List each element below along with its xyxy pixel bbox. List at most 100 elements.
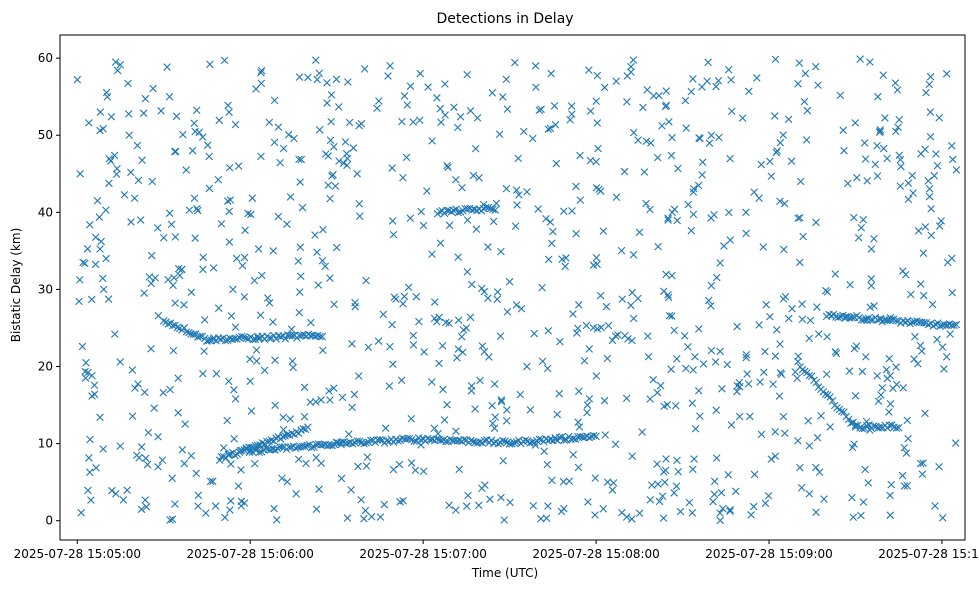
scatter-point <box>513 201 521 209</box>
scatter-point <box>903 482 912 490</box>
scatter-point <box>861 353 870 361</box>
scatter-point <box>878 383 887 392</box>
scatter-point <box>813 433 822 442</box>
scatter-point <box>327 91 336 99</box>
scatter-point <box>727 107 736 116</box>
scatter-point <box>290 134 298 143</box>
track-point <box>159 317 168 325</box>
scatter-point <box>279 144 288 153</box>
scatter-point <box>271 356 279 364</box>
scatter-point <box>168 474 176 483</box>
scatter-point <box>140 289 148 297</box>
scatter-point <box>699 360 708 368</box>
scatter-point <box>886 400 895 408</box>
scatter-point <box>296 178 304 186</box>
scatter-point <box>185 206 194 214</box>
scatter-point <box>611 440 620 449</box>
scatter-point <box>585 66 593 74</box>
scatter-point <box>271 401 279 410</box>
scatter-point <box>514 154 523 163</box>
scatter-point <box>876 125 885 134</box>
scatter-point <box>349 144 358 152</box>
scatter-point <box>116 60 125 69</box>
scatter-point <box>600 83 609 92</box>
scatter-point <box>257 68 265 77</box>
scatter-point <box>925 185 934 193</box>
scatter-point <box>166 516 174 524</box>
scatter-point <box>398 117 406 126</box>
scatter-point <box>891 79 900 87</box>
scatter-point <box>766 157 774 166</box>
scatter-point <box>904 434 912 443</box>
scatter-point <box>705 139 714 147</box>
scatter-point <box>674 164 682 173</box>
scatter-point <box>192 469 201 478</box>
scatter-point <box>544 255 553 264</box>
scatter-point <box>673 216 681 225</box>
scatter-point <box>553 410 562 419</box>
scatter-point <box>97 237 105 246</box>
scatter-point <box>484 294 492 302</box>
scatter-point <box>698 171 706 179</box>
scatter-point <box>784 314 793 323</box>
scatter-point <box>134 380 142 388</box>
scatter-point <box>137 505 146 514</box>
scatter-point <box>512 186 521 195</box>
scatter-point <box>171 233 180 241</box>
scatter-point <box>227 460 235 468</box>
scatter-point <box>537 105 545 114</box>
scatter-point <box>139 109 148 118</box>
scatter-point <box>458 183 466 192</box>
scatter-point <box>716 347 724 356</box>
scatter-point <box>96 108 105 116</box>
scatter-point <box>767 172 776 181</box>
scatter-point <box>879 144 888 153</box>
scatter-point <box>866 303 874 311</box>
x-tick-label: 2025-07-28 15:10:00 <box>878 547 979 561</box>
scatter-point <box>318 256 327 265</box>
scatter-point <box>497 247 505 256</box>
x-tick-label: 2025-07-28 15:09:00 <box>705 547 832 561</box>
track-point <box>858 424 867 433</box>
scatter-point <box>389 360 397 369</box>
scatter-point <box>338 393 347 402</box>
scatter-point <box>354 462 362 471</box>
scatter-point <box>742 229 750 238</box>
track-point <box>469 437 478 446</box>
scatter-point <box>592 157 600 166</box>
scatter-point <box>436 239 445 247</box>
scatter-point <box>595 185 603 193</box>
scatter-point <box>250 276 259 285</box>
scatter-point <box>171 147 180 156</box>
scatter-point <box>99 285 108 294</box>
scatter-point <box>849 513 858 522</box>
scatter-point <box>181 420 189 428</box>
scatter-point <box>141 454 150 463</box>
scatter-point <box>583 401 592 409</box>
scatter-point <box>191 234 199 242</box>
scatter-point <box>337 474 346 483</box>
scatter-point <box>175 271 184 280</box>
scatter-point <box>951 439 960 447</box>
scatter-point <box>747 511 755 519</box>
scatter-point <box>373 104 381 113</box>
track-point <box>885 421 894 430</box>
scatter-point <box>194 491 203 500</box>
scatter-point <box>644 352 653 361</box>
y-tick-label: 50 <box>38 128 53 142</box>
scatter-point <box>727 76 735 84</box>
scatter-point <box>150 404 158 412</box>
scatter-point <box>703 77 711 85</box>
scatter-point <box>81 374 90 382</box>
scatter-point <box>490 380 499 388</box>
scatter-point <box>306 398 315 406</box>
scatter-point <box>230 386 238 394</box>
scatter-point <box>788 304 796 313</box>
scatter-point <box>286 193 295 201</box>
scatter-point <box>938 514 947 522</box>
track-point <box>862 315 870 323</box>
scatter-point <box>659 514 668 522</box>
scatter-point <box>704 296 713 305</box>
scatter-point <box>771 55 780 64</box>
scatter-point <box>298 203 307 212</box>
